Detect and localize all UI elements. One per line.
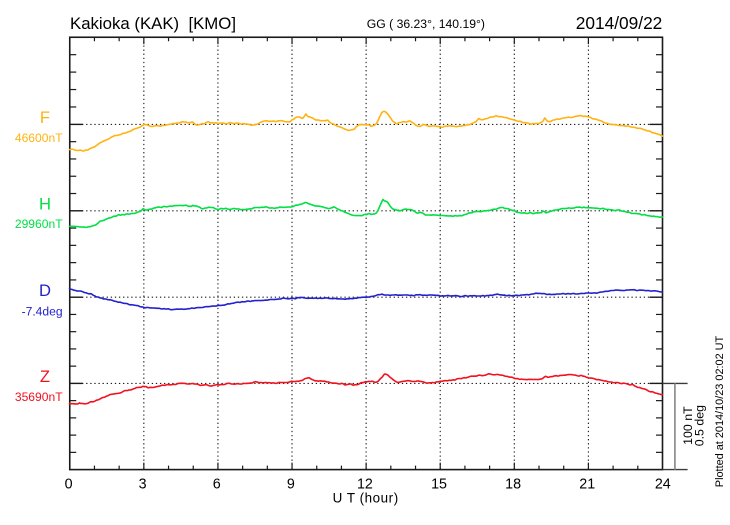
svg-text:0: 0 (65, 477, 73, 493)
svg-text:18: 18 (505, 477, 521, 493)
svg-text:24: 24 (655, 477, 671, 493)
svg-text:29960nT: 29960nT (15, 217, 63, 231)
svg-text:Kakioka (KAK) [KMO]: Kakioka (KAK) [KMO] (70, 14, 236, 33)
svg-text:12: 12 (357, 477, 373, 493)
svg-text:U T (hour): U T (hour) (333, 491, 399, 506)
svg-text:6: 6 (213, 477, 221, 493)
svg-text:0.5 deg: 0.5 deg (693, 405, 707, 446)
svg-text:21: 21 (579, 477, 595, 493)
svg-text:D: D (39, 281, 51, 300)
svg-text:46600nT: 46600nT (15, 131, 63, 145)
svg-text:H: H (39, 194, 51, 213)
svg-text:9: 9 (287, 477, 295, 493)
svg-text:100 nT: 100 nT (681, 406, 695, 445)
svg-text:GG ( 36.23°, 140.19°): GG ( 36.23°, 140.19°) (367, 17, 485, 31)
svg-text:3: 3 (139, 477, 147, 493)
svg-text:Z: Z (40, 367, 50, 386)
svg-text:-7.4deg: -7.4deg (22, 305, 63, 319)
svg-text:15: 15 (431, 477, 447, 493)
svg-text:2014/09/22: 2014/09/22 (576, 13, 663, 33)
svg-text:F: F (40, 108, 50, 127)
svg-text:35690nT: 35690nT (15, 390, 63, 404)
svg-text:Plotted at 2014/10/23 02:02 UT: Plotted at 2014/10/23 02:02 UT (714, 335, 726, 487)
